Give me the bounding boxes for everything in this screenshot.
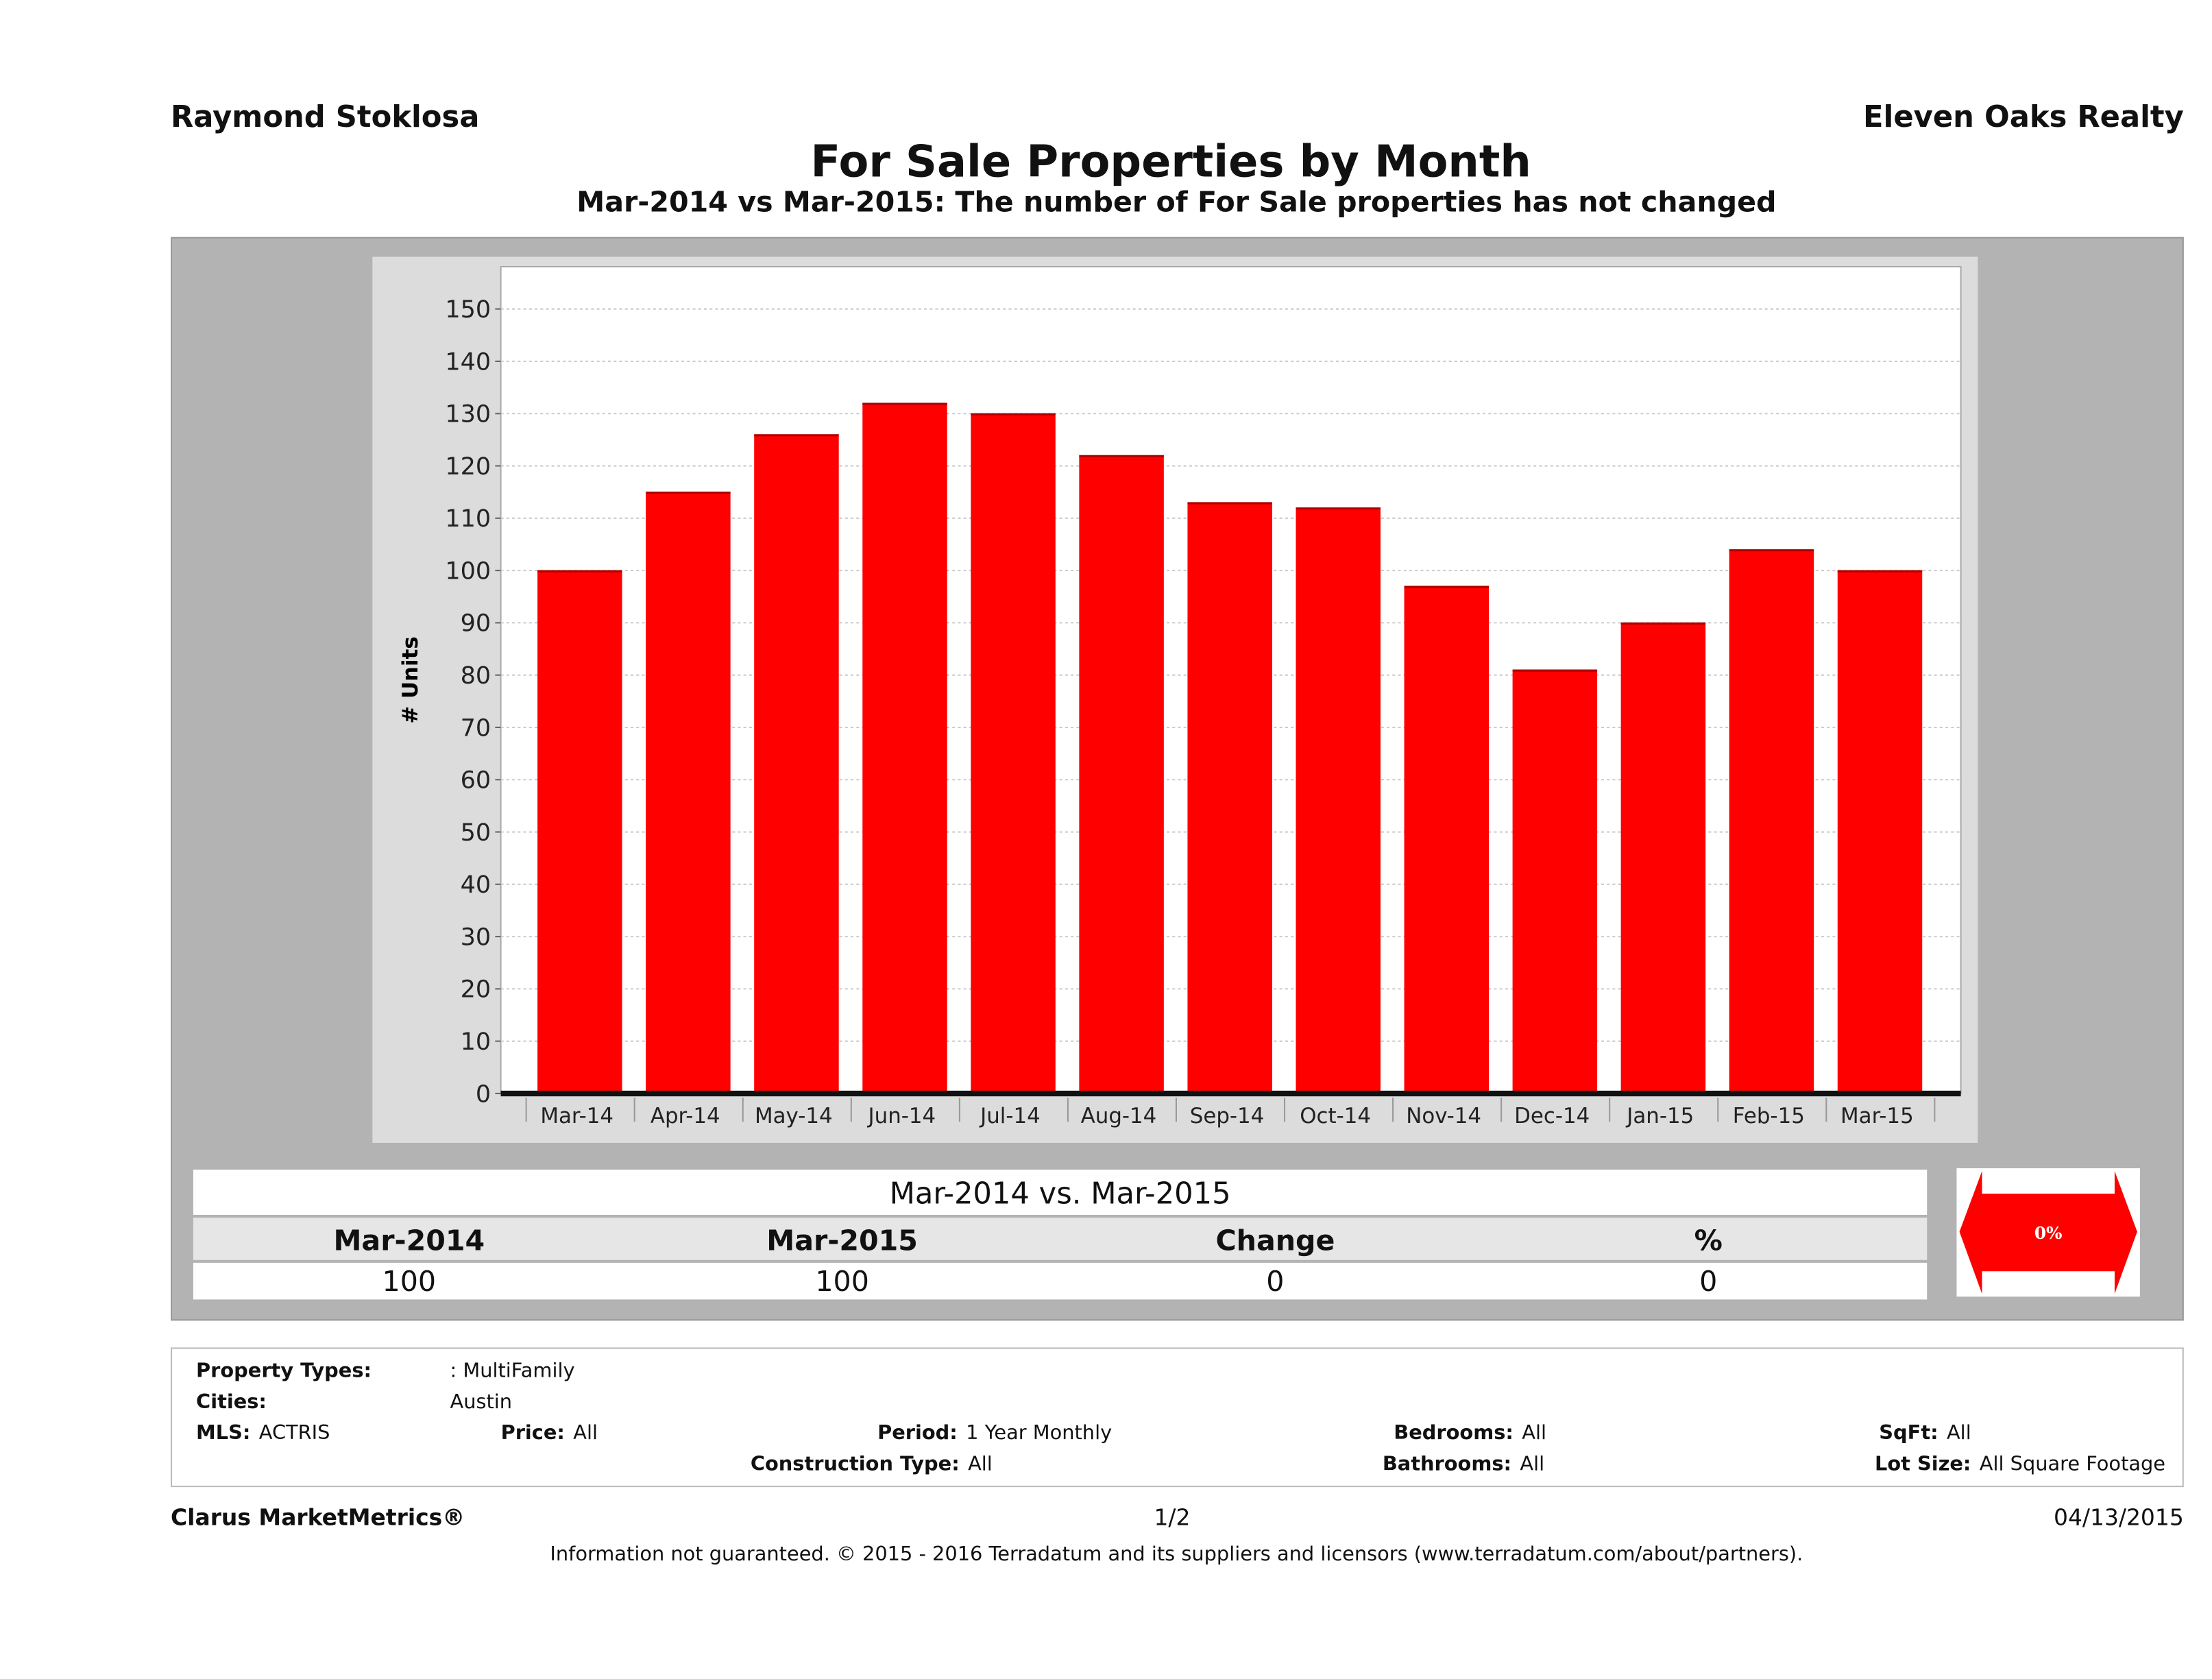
value-percent: 0 xyxy=(1699,1264,1718,1298)
footer-product: Clarus MarketMetrics® xyxy=(171,1503,465,1531)
value-change: 0 xyxy=(1266,1264,1285,1298)
sqft-label: SqFt: xyxy=(1879,1422,1938,1445)
y-tick-label: 80 xyxy=(461,662,491,690)
value-mar-2014: 100 xyxy=(382,1264,437,1298)
change-percent-label: 0% xyxy=(2034,1223,2063,1243)
x-tick-label: Jul-14 xyxy=(979,1104,1041,1128)
y-tick-label: 110 xyxy=(445,505,491,533)
bar-apr-14 xyxy=(646,492,731,1094)
comparison-header-row: Mar-2014 Mar-2015 Change % xyxy=(193,1218,1928,1260)
property-types-value: : MultiFamily xyxy=(450,1360,575,1383)
bathrooms-field: Bathrooms: All xyxy=(1383,1453,1544,1476)
chart-title: For Sale Properties by Month xyxy=(810,136,1531,188)
y-tick-label: 140 xyxy=(445,348,491,376)
lot-size-label: Lot Size: xyxy=(1875,1453,1971,1476)
y-tick-label: 120 xyxy=(445,453,491,481)
x-tick-label: Aug-14 xyxy=(1081,1104,1157,1128)
x-tick-label: Dec-14 xyxy=(1514,1104,1590,1128)
mls-value: ACTRIS xyxy=(258,1422,330,1445)
x-tick-label: Oct-14 xyxy=(1300,1104,1371,1128)
x-tick-label: Jan-15 xyxy=(1625,1104,1694,1128)
bar-nov-14 xyxy=(1404,586,1490,1094)
period-label: Period: xyxy=(877,1422,958,1445)
bar-chart: 0 10 20 30 40 50 60 70 80 90 100 110 120 130 140 150 # U… xyxy=(398,265,1962,1128)
x-tick-label: Nov-14 xyxy=(1406,1104,1481,1128)
header-mar-2014: Mar-2014 xyxy=(333,1223,485,1257)
agent-name: Raymond Stoklosa xyxy=(171,100,480,134)
cities-field: Cities: Austin xyxy=(196,1391,512,1414)
bar-may-14 xyxy=(754,434,839,1094)
construction-label: Construction Type: xyxy=(750,1453,960,1476)
property-types-label: Property Types: xyxy=(196,1360,372,1383)
bedrooms-value: All xyxy=(1522,1422,1547,1445)
header-mar-2015: Mar-2015 xyxy=(766,1223,918,1257)
x-tick-label: Sep-14 xyxy=(1190,1104,1265,1128)
bedrooms-field: Bedrooms: All xyxy=(1394,1422,1546,1445)
construction-value: All xyxy=(968,1453,993,1476)
y-tick-label: 50 xyxy=(461,819,491,847)
bar-mar-15 xyxy=(1837,570,1923,1094)
x-tick-label: May-14 xyxy=(755,1104,833,1128)
value-mar-2015: 100 xyxy=(815,1264,869,1298)
period-value: 1 Year Monthly xyxy=(966,1422,1113,1445)
change-indicator: 0% xyxy=(1956,1168,2140,1297)
x-tick-label: Mar-15 xyxy=(1840,1104,1914,1128)
y-tick-label: 60 xyxy=(461,767,491,795)
bathrooms-label: Bathrooms: xyxy=(1382,1453,1512,1476)
bar-mar-14 xyxy=(537,570,622,1094)
x-tick-label: Jun-14 xyxy=(867,1104,936,1128)
y-tick-label: 70 xyxy=(461,714,491,742)
chart-subtitle: Mar-2014 vs Mar-2015: The number of For … xyxy=(576,184,1777,219)
cities-value: Austin xyxy=(450,1391,513,1414)
comparison-title: Mar-2014 vs. Mar-2015 xyxy=(193,1170,1928,1215)
bar-jan-15 xyxy=(1620,623,1706,1094)
y-tick-label: 10 xyxy=(461,1028,491,1056)
price-field: Price: All xyxy=(501,1422,598,1445)
report-date: 04/13/2015 xyxy=(2053,1503,2184,1531)
y-tick-label: 40 xyxy=(461,871,491,899)
price-value: All xyxy=(573,1422,598,1445)
bar-jun-14 xyxy=(862,403,947,1094)
bathrooms-value: All xyxy=(1520,1453,1545,1476)
y-tick-label: 90 xyxy=(461,610,491,638)
mls-label: MLS: xyxy=(196,1422,251,1445)
bar-aug-14 xyxy=(1079,455,1164,1094)
bar-dec-14 xyxy=(1512,670,1598,1094)
bar-feb-15 xyxy=(1729,549,1814,1094)
y-tick-label: 0 xyxy=(476,1080,491,1108)
y-tick-label: 20 xyxy=(461,976,491,1004)
sqft-field: SqFt: All xyxy=(1879,1422,1971,1445)
comparison-value-row: 100 100 0 0 xyxy=(193,1262,1928,1300)
cities-label: Cities: xyxy=(196,1391,267,1414)
bedrooms-label: Bedrooms: xyxy=(1394,1422,1514,1445)
y-axis-label: # Units xyxy=(398,636,423,723)
page-number: 1/2 xyxy=(1154,1503,1191,1531)
price-label: Price: xyxy=(500,1422,565,1445)
lot-size-field: Lot Size: All Square Footage xyxy=(1875,1453,2165,1476)
report-criteria: Property Types: : MultiFamily Cities: Aust… xyxy=(171,1347,2184,1488)
disclaimer: Information not guaranteed. © 2015 - 201… xyxy=(550,1543,1803,1567)
x-tick-label: Mar-14 xyxy=(540,1104,613,1128)
brokerage-name: Eleven Oaks Realty xyxy=(1863,100,2184,134)
bar-jul-14 xyxy=(971,413,1056,1094)
double-arrow-icon: 0% xyxy=(1959,1171,2137,1294)
period-field: Period: 1 Year Monthly xyxy=(877,1422,1112,1445)
property-types-field: Property Types: : MultiFamily xyxy=(196,1360,574,1383)
header-percent: % xyxy=(1694,1223,1723,1257)
y-tick-label: 30 xyxy=(461,923,491,951)
lot-size-value: All Square Footage xyxy=(1979,1453,2166,1476)
bar-sep-14 xyxy=(1187,502,1272,1094)
mls-field: MLS: ACTRIS xyxy=(196,1422,330,1445)
sqft-value: All xyxy=(1946,1422,1971,1445)
y-tick-label: 150 xyxy=(445,296,491,324)
y-tick-label: 130 xyxy=(445,401,491,428)
bar-oct-14 xyxy=(1296,507,1381,1094)
x-tick-label: Feb-15 xyxy=(1733,1104,1805,1128)
y-tick-label: 100 xyxy=(445,557,491,585)
x-tick-label: Apr-14 xyxy=(651,1104,720,1128)
construction-field: Construction Type: All xyxy=(751,1453,993,1476)
header-change: Change xyxy=(1215,1223,1335,1257)
